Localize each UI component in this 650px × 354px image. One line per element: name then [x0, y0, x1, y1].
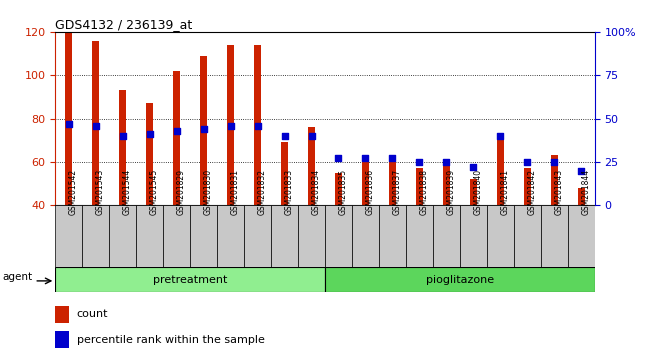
Text: GSM201840: GSM201840 [473, 169, 482, 215]
Point [144, 131, 155, 137]
Bar [578, 188, 584, 205]
Text: GSM201830: GSM201830 [203, 169, 213, 215]
Bar [136, 205, 163, 267]
Bar [271, 205, 298, 267]
Text: percentile rank within the sample: percentile rank within the sample [77, 335, 265, 345]
Point [495, 133, 506, 139]
Point [172, 128, 182, 133]
Text: GSM201832: GSM201832 [257, 169, 266, 215]
Bar [163, 205, 190, 267]
Text: GSM201842: GSM201842 [527, 169, 536, 215]
Bar [254, 45, 261, 205]
Point [441, 159, 452, 165]
Text: GSM201834: GSM201834 [311, 169, 320, 215]
Text: GSM201542: GSM201542 [69, 169, 78, 215]
Bar [514, 205, 541, 267]
Bar [227, 45, 234, 205]
Point [64, 121, 74, 127]
Text: GSM201837: GSM201837 [393, 169, 402, 215]
Point [226, 123, 236, 129]
Bar [487, 205, 514, 267]
Text: GSM201836: GSM201836 [365, 169, 374, 215]
Text: GSM201829: GSM201829 [177, 169, 186, 215]
Bar [55, 267, 325, 292]
Text: GSM201841: GSM201841 [500, 169, 510, 215]
Text: GSM201544: GSM201544 [123, 169, 132, 215]
Bar [389, 160, 396, 205]
Text: GSM201835: GSM201835 [339, 169, 348, 215]
Text: GSM201839: GSM201839 [447, 169, 456, 215]
Point [387, 156, 398, 161]
Point [90, 123, 101, 129]
Text: GSM201833: GSM201833 [285, 169, 294, 215]
Text: GSM201838: GSM201838 [419, 169, 428, 215]
Point [414, 159, 424, 165]
Bar [325, 205, 352, 267]
Bar [335, 173, 342, 205]
Text: pioglitazone: pioglitazone [426, 275, 494, 285]
Bar [200, 56, 207, 205]
Point [522, 159, 532, 165]
Bar [55, 306, 69, 323]
Bar [470, 179, 476, 205]
Bar [217, 205, 244, 267]
Point [252, 123, 263, 129]
Bar [568, 205, 595, 267]
Bar [362, 160, 369, 205]
Bar [120, 90, 126, 205]
Text: agent: agent [3, 272, 33, 282]
Point [118, 133, 128, 139]
Bar [55, 205, 83, 267]
Text: GSM201543: GSM201543 [96, 169, 105, 215]
Bar [379, 205, 406, 267]
Text: GSM201844: GSM201844 [581, 169, 590, 215]
Text: GDS4132 / 236139_at: GDS4132 / 236139_at [55, 18, 192, 31]
Bar [443, 160, 450, 205]
Bar [308, 127, 315, 205]
Point [360, 156, 370, 161]
Bar [524, 169, 530, 205]
Text: GSM201831: GSM201831 [231, 169, 240, 215]
Bar [406, 205, 433, 267]
Point [280, 133, 290, 139]
Text: pretreatment: pretreatment [153, 275, 228, 285]
Bar [55, 331, 69, 348]
Bar [433, 205, 460, 267]
Point [333, 156, 344, 161]
Bar [281, 142, 288, 205]
Bar [66, 32, 72, 205]
Bar [551, 155, 558, 205]
Point [576, 168, 586, 173]
Point [549, 159, 560, 165]
Bar [416, 169, 422, 205]
Bar [298, 205, 325, 267]
Bar [190, 205, 217, 267]
Point [306, 133, 317, 139]
Bar [146, 103, 153, 205]
Bar [92, 41, 99, 205]
Point [198, 126, 209, 132]
Bar [109, 205, 136, 267]
Bar [82, 205, 109, 267]
Bar [325, 267, 595, 292]
Text: GSM201843: GSM201843 [554, 169, 564, 215]
Bar [460, 205, 487, 267]
Bar [497, 136, 504, 205]
Text: GSM201545: GSM201545 [150, 169, 159, 215]
Bar [244, 205, 271, 267]
Point [468, 164, 478, 170]
Bar [174, 71, 180, 205]
Bar [352, 205, 379, 267]
Text: count: count [77, 309, 109, 319]
Bar [541, 205, 568, 267]
